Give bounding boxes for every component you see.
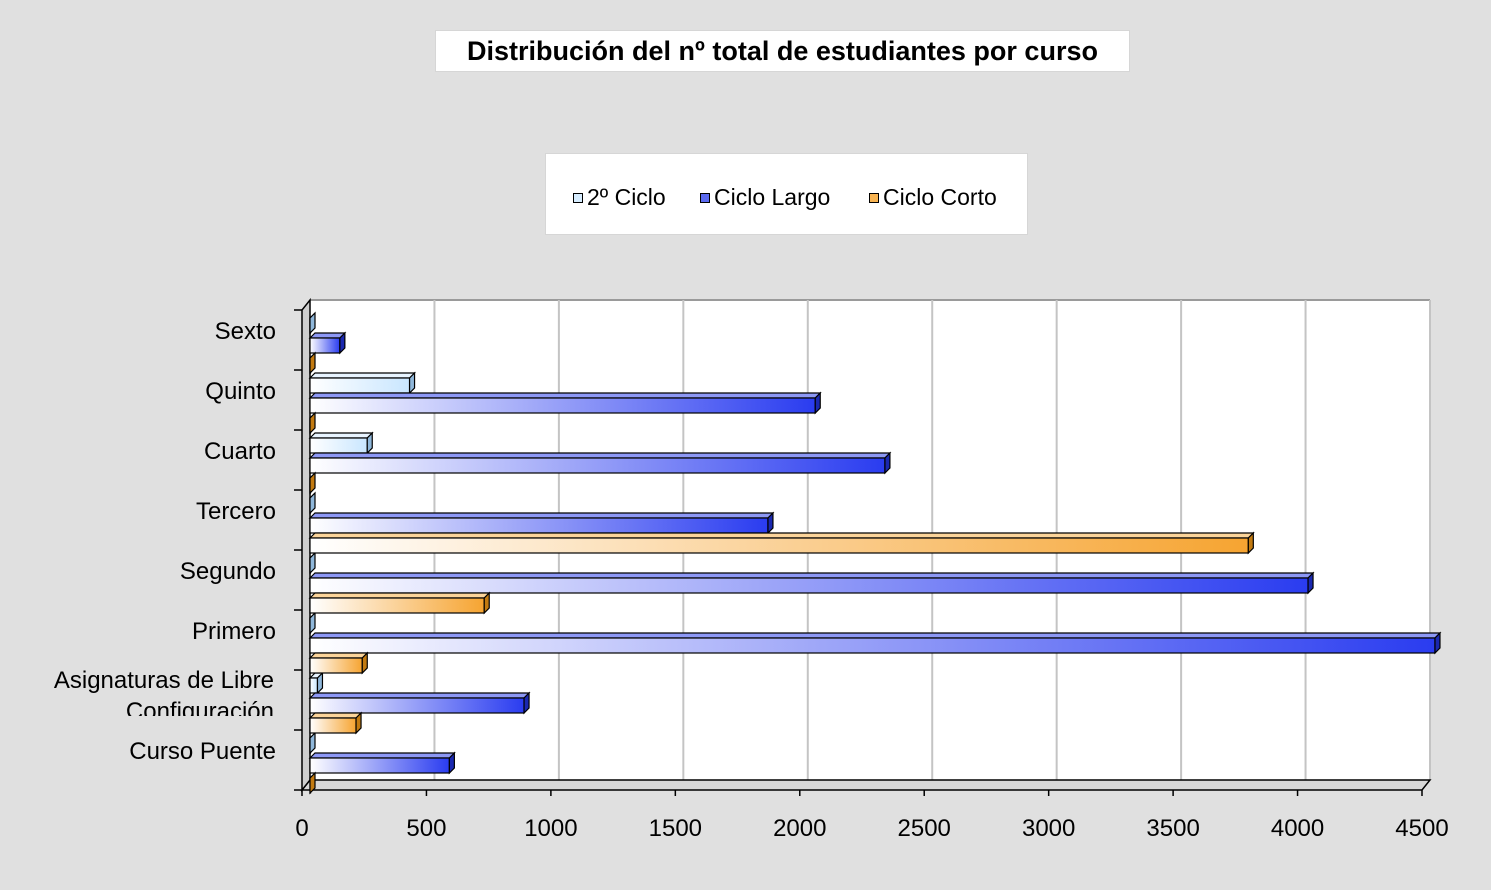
x-tick-label-1500: 1500	[649, 815, 702, 842]
x-tick-label-2000: 2000	[773, 815, 826, 842]
category-label-tercero: Tercero	[196, 498, 276, 525]
chart-title: Distribución del nº total de estudiantes…	[467, 35, 1098, 66]
chart-legend: 2º Ciclo Ciclo Largo Ciclo Corto	[545, 153, 1028, 235]
bar-2-ciclo-asignaturas-de-libre-configuracion	[308, 671, 324, 695]
chart-left-wall	[301, 297, 311, 793]
legend-label-ciclo-corto: Ciclo Corto	[883, 184, 997, 210]
category-label-sexto: Sexto	[215, 318, 276, 345]
bar-ciclo-corto-asignaturas-de-libre-configuracion	[308, 711, 363, 735]
x-tick-label-500: 500	[406, 815, 446, 842]
bar-2-ciclo-tercero	[309, 491, 316, 515]
legend-item-ciclo-largo: Ciclo Largo	[700, 184, 830, 211]
bar-ciclo-largo-quinto	[308, 391, 822, 415]
bar-2-ciclo-primero	[309, 611, 316, 635]
legend-swatch-ciclo-largo	[700, 192, 710, 203]
bar-ciclo-largo-segundo	[308, 571, 1315, 595]
chart-title-box: Distribución del nº total de estudiantes…	[435, 30, 1130, 72]
bar-ciclo-corto-segundo	[308, 591, 491, 615]
legend-item-ciclo-corto: Ciclo Corto	[869, 184, 997, 211]
bar-2-ciclo-segundo	[309, 551, 316, 575]
bar-ciclo-largo-cuarto	[308, 451, 892, 475]
legend-swatch-2-ciclo	[573, 192, 583, 203]
x-tick-label-4500: 4500	[1395, 815, 1448, 842]
category-label-primero: Primero	[192, 618, 276, 645]
legend-label-2-ciclo: 2º Ciclo	[587, 184, 666, 210]
bar-ciclo-largo-sexto	[308, 331, 347, 355]
bar-ciclo-largo-tercero	[308, 511, 775, 535]
legend-item-2-ciclo: 2º Ciclo	[573, 184, 666, 211]
legend-label-ciclo-largo: Ciclo Largo	[714, 184, 831, 210]
x-tick-label-3500: 3500	[1146, 815, 1199, 842]
bar-2-ciclo-curso-puente	[309, 731, 316, 755]
bar-ciclo-corto-tercero	[308, 531, 1255, 555]
category-label-asignaturas-de-libre-configuracion: Asignaturas de Libre Configuración	[54, 667, 274, 725]
category-label-quinto: Quinto	[205, 378, 276, 405]
bar-2-ciclo-sexto	[309, 311, 316, 335]
x-tick-label-0: 0	[295, 815, 308, 842]
legend-swatch-ciclo-corto	[869, 192, 879, 203]
category-label-cuarto: Cuarto	[204, 438, 276, 465]
bar-ciclo-corto-curso-puente	[309, 771, 316, 795]
bar-2-ciclo-quinto	[308, 371, 417, 395]
x-tick-label-1000: 1000	[524, 815, 577, 842]
bar-ciclo-corto-primero	[308, 651, 369, 675]
bar-ciclo-largo-primero	[308, 631, 1442, 655]
bar-ciclo-corto-quinto	[309, 411, 316, 435]
bar-ciclo-corto-cuarto	[309, 471, 316, 495]
bar-2-ciclo-cuarto	[308, 431, 374, 455]
bar-ciclo-largo-asignaturas-de-libre-configuracion	[308, 691, 531, 715]
x-tick-label-4000: 4000	[1271, 815, 1324, 842]
bar-ciclo-largo-curso-puente	[308, 751, 456, 775]
bar-ciclo-corto-sexto	[309, 351, 316, 375]
category-label-curso-puente: Curso Puente	[129, 738, 276, 765]
chart-floor	[300, 779, 1432, 791]
x-tick-label-3000: 3000	[1022, 815, 1075, 842]
category-label-segundo: Segundo	[180, 558, 276, 585]
x-tick-label-2500: 2500	[898, 815, 951, 842]
